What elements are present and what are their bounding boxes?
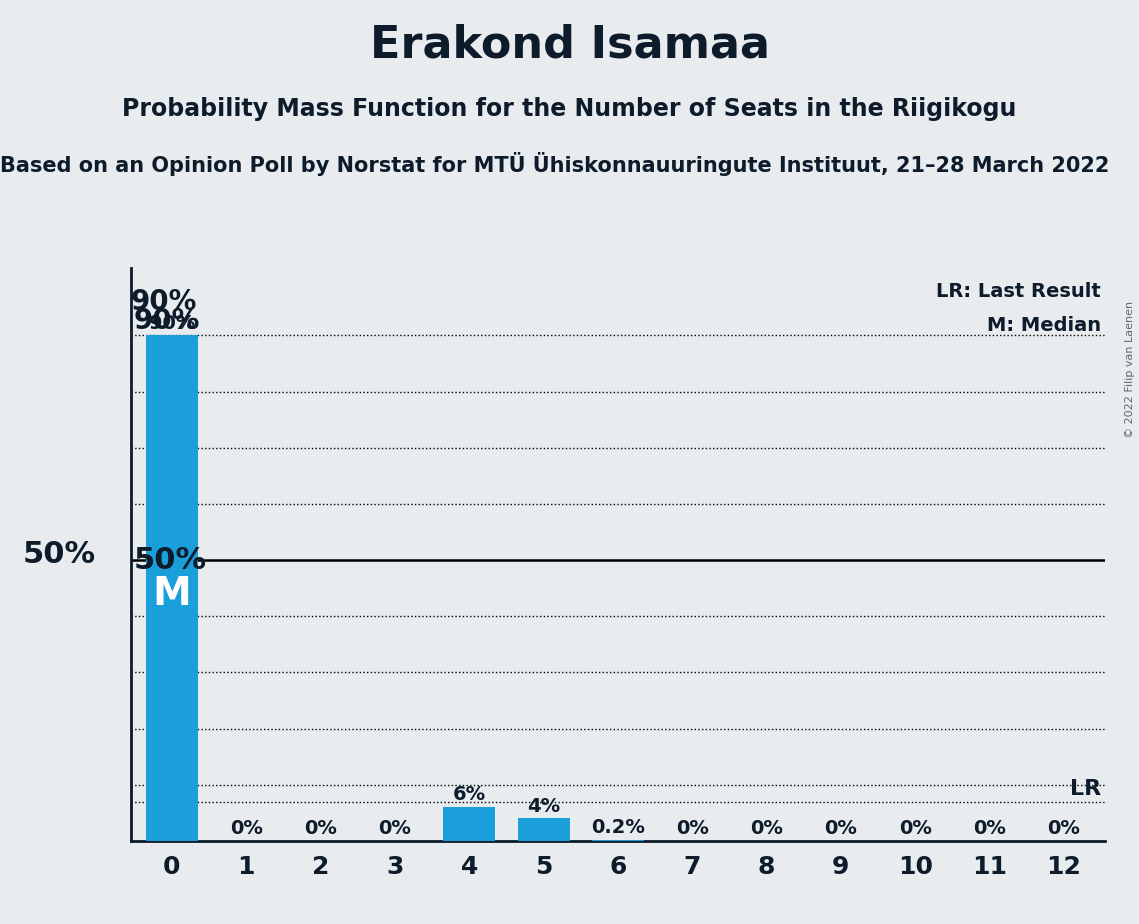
Text: 0%: 0%: [973, 819, 1006, 838]
Text: 0%: 0%: [751, 819, 782, 838]
Text: 0%: 0%: [899, 819, 932, 838]
Text: 0.2%: 0.2%: [591, 818, 645, 837]
Text: Probability Mass Function for the Number of Seats in the Riigikogu: Probability Mass Function for the Number…: [122, 97, 1017, 121]
Text: 90%: 90%: [149, 313, 195, 333]
Bar: [443, 808, 495, 841]
Text: 4%: 4%: [527, 796, 560, 816]
Text: 0%: 0%: [1048, 819, 1081, 838]
Text: 90%: 90%: [131, 288, 197, 316]
Text: LR: Last Result: LR: Last Result: [936, 282, 1101, 301]
Text: M: Median: M: Median: [988, 316, 1101, 334]
Text: M: M: [153, 575, 191, 613]
Text: 50%: 50%: [133, 545, 206, 575]
Bar: [517, 819, 570, 841]
Text: 90%: 90%: [133, 308, 199, 335]
Text: 0%: 0%: [825, 819, 858, 838]
Text: 0%: 0%: [304, 819, 337, 838]
Text: 0%: 0%: [378, 819, 411, 838]
Text: © 2022 Filip van Laenen: © 2022 Filip van Laenen: [1125, 301, 1134, 438]
Bar: [146, 335, 198, 841]
Text: Erakond Isamaa: Erakond Isamaa: [369, 23, 770, 67]
Text: LR: LR: [1070, 779, 1101, 798]
Text: 6%: 6%: [452, 785, 486, 804]
Text: 50%: 50%: [23, 540, 96, 569]
Text: 0%: 0%: [675, 819, 708, 838]
Bar: [592, 840, 644, 841]
Text: Based on an Opinion Poll by Norstat for MTÜ Ühiskonnauuringute Instituut, 21–28 : Based on an Opinion Poll by Norstat for …: [0, 152, 1109, 176]
Text: 0%: 0%: [230, 819, 263, 838]
